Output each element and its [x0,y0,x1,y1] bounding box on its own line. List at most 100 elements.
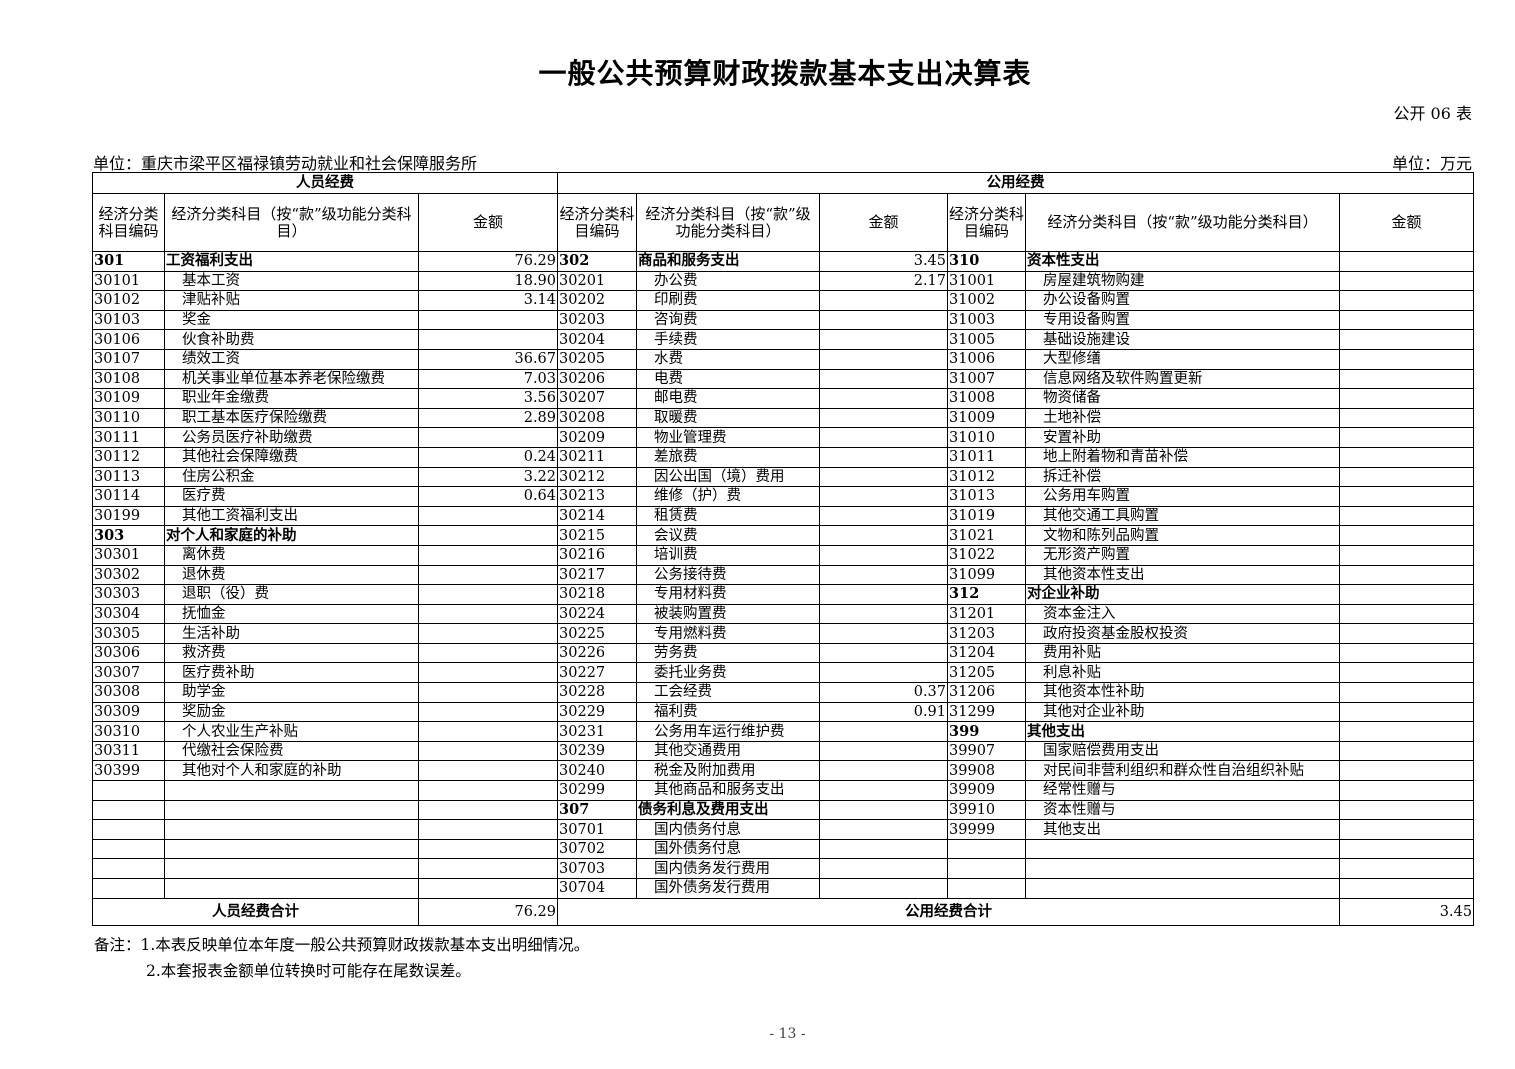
cell-name: 办公费 [636,270,821,292]
cell-name: 拆迁补偿 [1025,466,1341,488]
table-row: 303 对个人和家庭的补助 30215 会议费 31021 文物和陈列品购置 [92,525,1475,546]
cell-amount [417,858,559,879]
cell-amount [819,427,949,448]
cell-name [1025,858,1341,879]
cell-code: 30399 [92,760,165,782]
unit-organization: 单位：重庆市梁平区福禄镇劳动就业和社会保障服务所 [93,154,478,173]
cell-name: 费用补贴 [1025,642,1341,664]
table-row: 30309 奖励金 30229 福利费 0.91 31299 其他对企业补助 [92,701,1475,723]
cell-code: 30203 [557,309,638,331]
cell-amount [1339,388,1475,409]
cell-code: 30308 [92,682,165,703]
cell-code: 30207 [557,388,638,409]
group-personnel: 人员经费 [91,172,559,194]
cell-amount [1339,603,1475,625]
cell-code: 30224 [557,603,638,625]
cell-amount [819,446,949,468]
cell-code: 30702 [557,838,638,860]
cell-amount [417,662,559,684]
cell-amount [1339,407,1475,429]
table-row: 307 债务利息及费用支出 39910 资本性赠与 [92,799,1475,821]
cell-amount [1339,584,1475,605]
cell-amount [819,858,949,879]
table-row: 30103 奖金 30203 咨询费 31003 专用设备购置 [92,309,1475,331]
cell-code: 39909 [947,780,1027,801]
cell-code: 31001 [947,270,1027,292]
cell-code: 30205 [557,348,638,370]
cell-name: 专用燃料费 [636,623,821,644]
cell-name: 安置补助 [1025,427,1341,448]
cell-code: 301 [92,251,165,272]
header-amount: 金额 [1339,193,1475,252]
cell-amount [819,309,949,331]
cell-code: 30226 [557,642,638,664]
cell-amount [819,819,949,840]
cell-amount: 0.24 [417,446,559,468]
header-code: 经济分类科目编码 [92,193,165,252]
page-title: 一般公共预算财政拨款基本支出决算表 [538,57,1032,90]
table-row: 30109 职业年金缴费 3.56 30207 邮电费 31008 物资储备 [92,388,1475,409]
cell-code: 30214 [557,505,638,527]
cell-name: 其他交通费用 [636,740,821,762]
cell-amount [819,603,949,625]
cell-amount: 7.03 [417,368,559,390]
cell-name: 工资福利支出 [164,251,419,272]
cell-code: 30218 [557,584,638,605]
cell-code: 31021 [947,525,1027,546]
cell-code [92,799,165,821]
cell-name: 差旅费 [636,446,821,468]
cell-code: 31013 [947,486,1027,507]
table-row: 30199 其他工资福利支出 30214 租赁费 31019 其他交通工具购置 [92,505,1475,527]
cell-name: 抚恤金 [164,603,419,625]
cell-name: 无形资产购置 [1025,544,1341,566]
cell-amount [417,309,559,331]
table-row: 30704 国外债务发行费用 [92,878,1475,899]
personnel-total-label: 人员经费合计 [92,897,419,926]
note-1: 备注：1.本表反映单位本年度一般公共预算财政拨款基本支出明细情况。 [94,936,590,954]
cell-name: 其他资本性补助 [1025,682,1341,703]
cell-name: 伙食补助费 [164,329,419,350]
cell-code [92,819,165,840]
cell-code: 30212 [557,466,638,488]
cell-name: 其他支出 [1025,721,1341,742]
public-total-value: 3.45 [1339,897,1475,926]
cell-amount: 18.90 [417,270,559,292]
cell-name: 取暖费 [636,407,821,429]
cell-amount [417,799,559,821]
cell-name: 土地补偿 [1025,407,1341,429]
cell-code: 31203 [947,623,1027,644]
cell-amount [1339,505,1475,527]
cell-amount [417,819,559,840]
cell-code: 30211 [557,446,638,468]
cell-code: 30199 [92,505,165,527]
cell-code: 30208 [557,407,638,429]
table-row: 30701 国内债务付息 39999 其他支出 [92,819,1475,840]
cell-amount [1339,623,1475,644]
cell-name: 办公设备购置 [1025,290,1341,311]
cell-name: 资本性支出 [1025,251,1341,272]
table-row: 30111 公务员医疗补助缴费 30209 物业管理费 31010 安置补助 [92,427,1475,448]
table-row: 30299 其他商品和服务支出 39909 经常性赠与 [92,780,1475,801]
cell-code: 30216 [557,544,638,566]
cell-code: 30227 [557,662,638,684]
cell-amount [1339,348,1475,370]
cell-code: 31099 [947,564,1027,586]
cell-code: 39908 [947,760,1027,782]
cell-code [947,838,1027,860]
cell-name: 印刷费 [636,290,821,311]
cell-code: 307 [557,799,638,821]
table-row: 30106 伙食补助费 30204 手续费 31005 基础设施建设 [92,329,1475,350]
cell-code: 30201 [557,270,638,292]
cell-code: 31008 [947,388,1027,409]
cell-name [164,838,419,860]
cell-amount [819,584,949,605]
cell-amount [417,623,559,644]
cell-name: 奖励金 [164,701,419,723]
cell-name: 基础设施建设 [1025,329,1341,350]
cell-code: 30239 [557,740,638,762]
cell-amount [417,701,559,723]
cell-name: 大型修缮 [1025,348,1341,370]
table-row: 30304 抚恤金 30224 被装购置费 31201 资本金注入 [92,603,1475,625]
cell-name: 房屋建筑物购建 [1025,270,1341,292]
cell-amount [819,466,949,488]
